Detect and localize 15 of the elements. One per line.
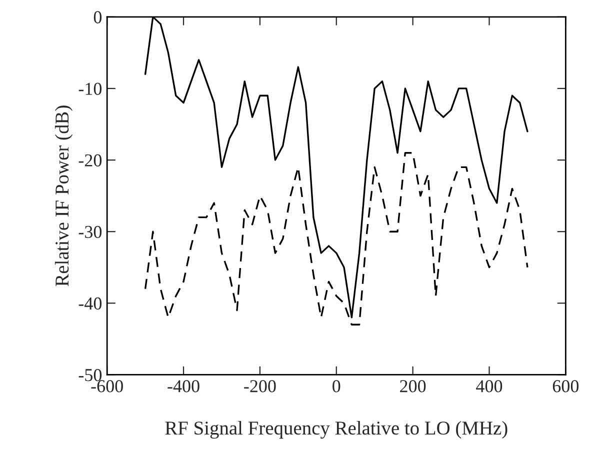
- x-tick-label: 600: [552, 380, 579, 392]
- x-tick-label: 0: [332, 380, 340, 392]
- y-tick-label: 0: [94, 11, 102, 24]
- x-tick-label: -400: [168, 380, 200, 392]
- y-axis-title: Relative IF Power (dB): [54, 106, 73, 286]
- y-tick-label: -30: [78, 226, 102, 238]
- y-tick-label: -40: [78, 297, 102, 310]
- x-tick-label: -600: [91, 380, 123, 392]
- y-tick-label: -20: [78, 154, 102, 166]
- x-tick-label: -200: [244, 380, 276, 392]
- y-tick-label: -10: [78, 82, 102, 95]
- y-tick-label: -50: [78, 368, 102, 382]
- x-tick-label: 200: [400, 380, 426, 392]
- x-tick-label: 400: [476, 380, 502, 392]
- x-axis-title: RF Signal Frequency Relative to LO (MHz): [165, 420, 508, 439]
